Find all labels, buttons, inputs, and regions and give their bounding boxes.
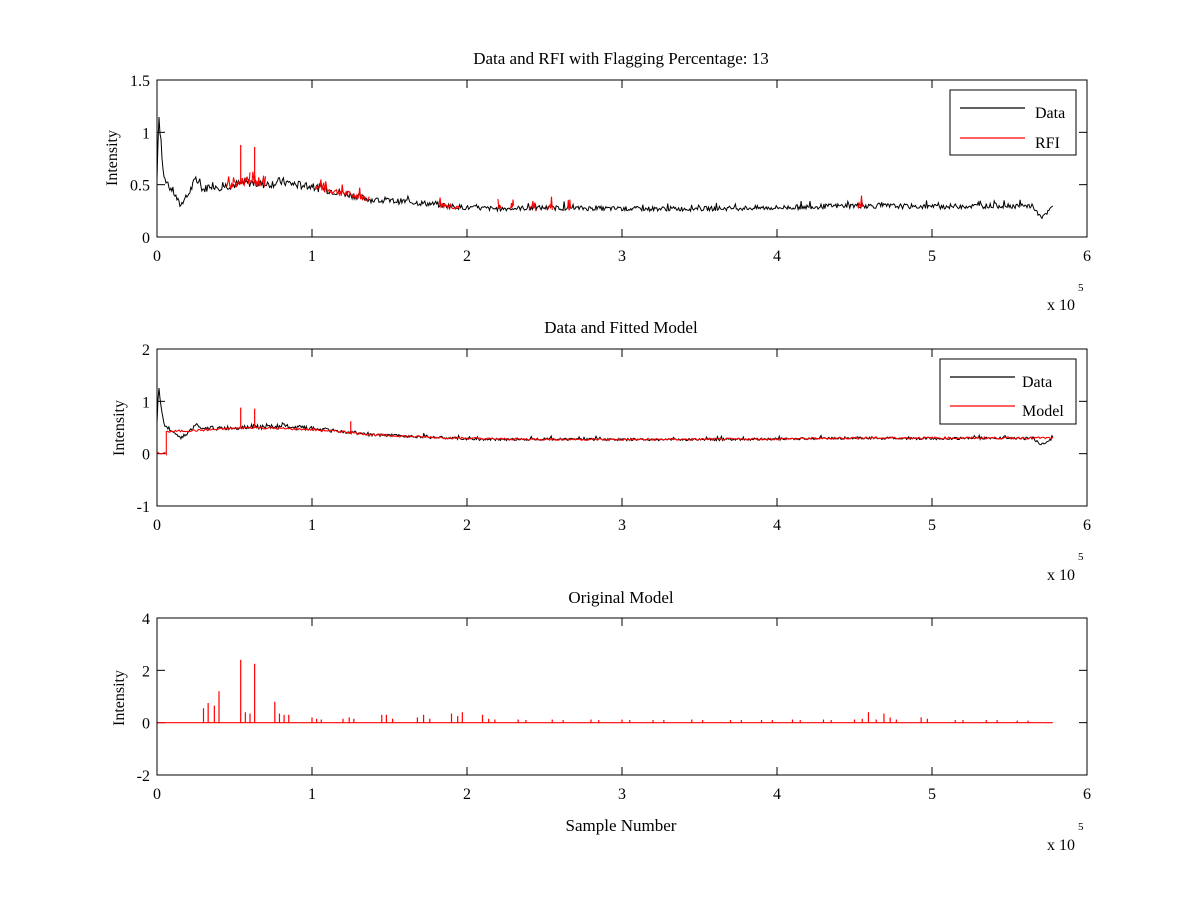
series-model-line xyxy=(156,426,1054,457)
x-axis-label: Sample Number xyxy=(566,816,677,835)
x-tick-label: 5 xyxy=(928,248,936,265)
legend-entry-model: Model xyxy=(1022,403,1064,420)
plot-area xyxy=(157,659,1053,724)
y-tick-label: 0 xyxy=(142,230,150,247)
x-tick-label: 3 xyxy=(618,248,626,265)
x-tick-label: 0 xyxy=(153,786,161,803)
y-tick-label: 2 xyxy=(142,663,150,680)
series-rfi-segment xyxy=(497,198,502,209)
y-tick-label: 0.5 xyxy=(130,178,150,195)
axes-frame xyxy=(156,617,1088,776)
x-tick-label: 0 xyxy=(153,248,161,265)
subplot-title: Original Model xyxy=(568,588,674,607)
y-axis-label: Intensity xyxy=(104,130,121,186)
y-tick-label: 4 xyxy=(142,611,150,628)
legend-entry-data: Data xyxy=(1035,105,1065,122)
x-exponent-power: 5 xyxy=(1078,551,1084,563)
x-tick-label: 6 xyxy=(1083,786,1091,803)
series-rfi-segment xyxy=(226,172,251,190)
x-tick-label: 3 xyxy=(618,786,626,803)
series-rfi-segment xyxy=(528,200,538,212)
x-tick-label: 1 xyxy=(308,248,316,265)
y-tick-label: 1.5 xyxy=(130,73,150,90)
x-exponent-label: x 10 xyxy=(1047,567,1075,584)
legend-entry-data: Data xyxy=(1022,374,1052,391)
legend-box xyxy=(939,358,1077,425)
x-tick-label: 4 xyxy=(773,517,781,534)
x-tick-label: 3 xyxy=(618,517,626,534)
x-tick-label: 1 xyxy=(308,517,316,534)
series-rfi-segment xyxy=(314,179,370,203)
y-axis-label: Intensity xyxy=(111,400,128,456)
x-tick-label: 5 xyxy=(928,786,936,803)
y-tick-label: -1 xyxy=(137,499,150,516)
x-tick-label: 2 xyxy=(463,248,471,265)
axes-frame xyxy=(156,348,1088,507)
x-tick-label: 2 xyxy=(463,786,471,803)
x-tick-label: 6 xyxy=(1083,517,1091,534)
legend-entry-rfi: RFI xyxy=(1035,135,1060,152)
series-rfi-segment xyxy=(547,196,553,211)
plot-area xyxy=(156,116,1054,220)
y-tick-label: 0 xyxy=(142,716,150,733)
x-tick-label: 5 xyxy=(928,517,936,534)
legend: Data Model xyxy=(939,358,1077,425)
x-tick-label: 4 xyxy=(773,786,781,803)
x-tick-label: 0 xyxy=(153,517,161,534)
y-tick-label: 1 xyxy=(142,125,150,142)
series-rfi-segment xyxy=(249,171,267,187)
series-data-line xyxy=(156,116,1054,220)
x-exponent-label: x 10 xyxy=(1047,297,1075,314)
y-tick-label: 1 xyxy=(142,394,150,411)
series-rfi-segment xyxy=(509,199,515,209)
x-exponent-power: 5 xyxy=(1078,821,1084,833)
subplot-original-model: Original Model Intensity Sample Number x… xyxy=(111,588,1091,854)
x-tick-label: 2 xyxy=(463,517,471,534)
x-tick-label: 1 xyxy=(308,786,316,803)
y-tick-label: 2 xyxy=(142,342,150,359)
x-exponent-label: x 10 xyxy=(1047,837,1075,854)
y-tick-label: -2 xyxy=(137,768,150,785)
x-exponent-power: 5 xyxy=(1078,282,1084,294)
subplot-fitted-model: Data and Fitted Model Intensity x 10 5 0… xyxy=(111,318,1091,584)
x-tick-label: 4 xyxy=(773,248,781,265)
subplot-title: Data and Fitted Model xyxy=(544,318,698,337)
legend: Data RFI xyxy=(949,89,1077,156)
y-tick-label: 0 xyxy=(142,447,150,464)
axes-frame xyxy=(156,79,1088,238)
plot-area xyxy=(156,388,1054,457)
y-axis-label: Intensity xyxy=(111,670,128,726)
series-rfi-segment xyxy=(857,195,863,210)
x-tick-label: 6 xyxy=(1083,248,1091,265)
subplot-rfi-flagging: Data and RFI with Flagging Percentage: 1… xyxy=(104,49,1091,314)
series-rfi-segment xyxy=(567,199,572,211)
subplot-title: Data and RFI with Flagging Percentage: 1… xyxy=(473,49,769,68)
series-rfi-segment xyxy=(438,197,460,211)
legend-box xyxy=(949,89,1077,156)
